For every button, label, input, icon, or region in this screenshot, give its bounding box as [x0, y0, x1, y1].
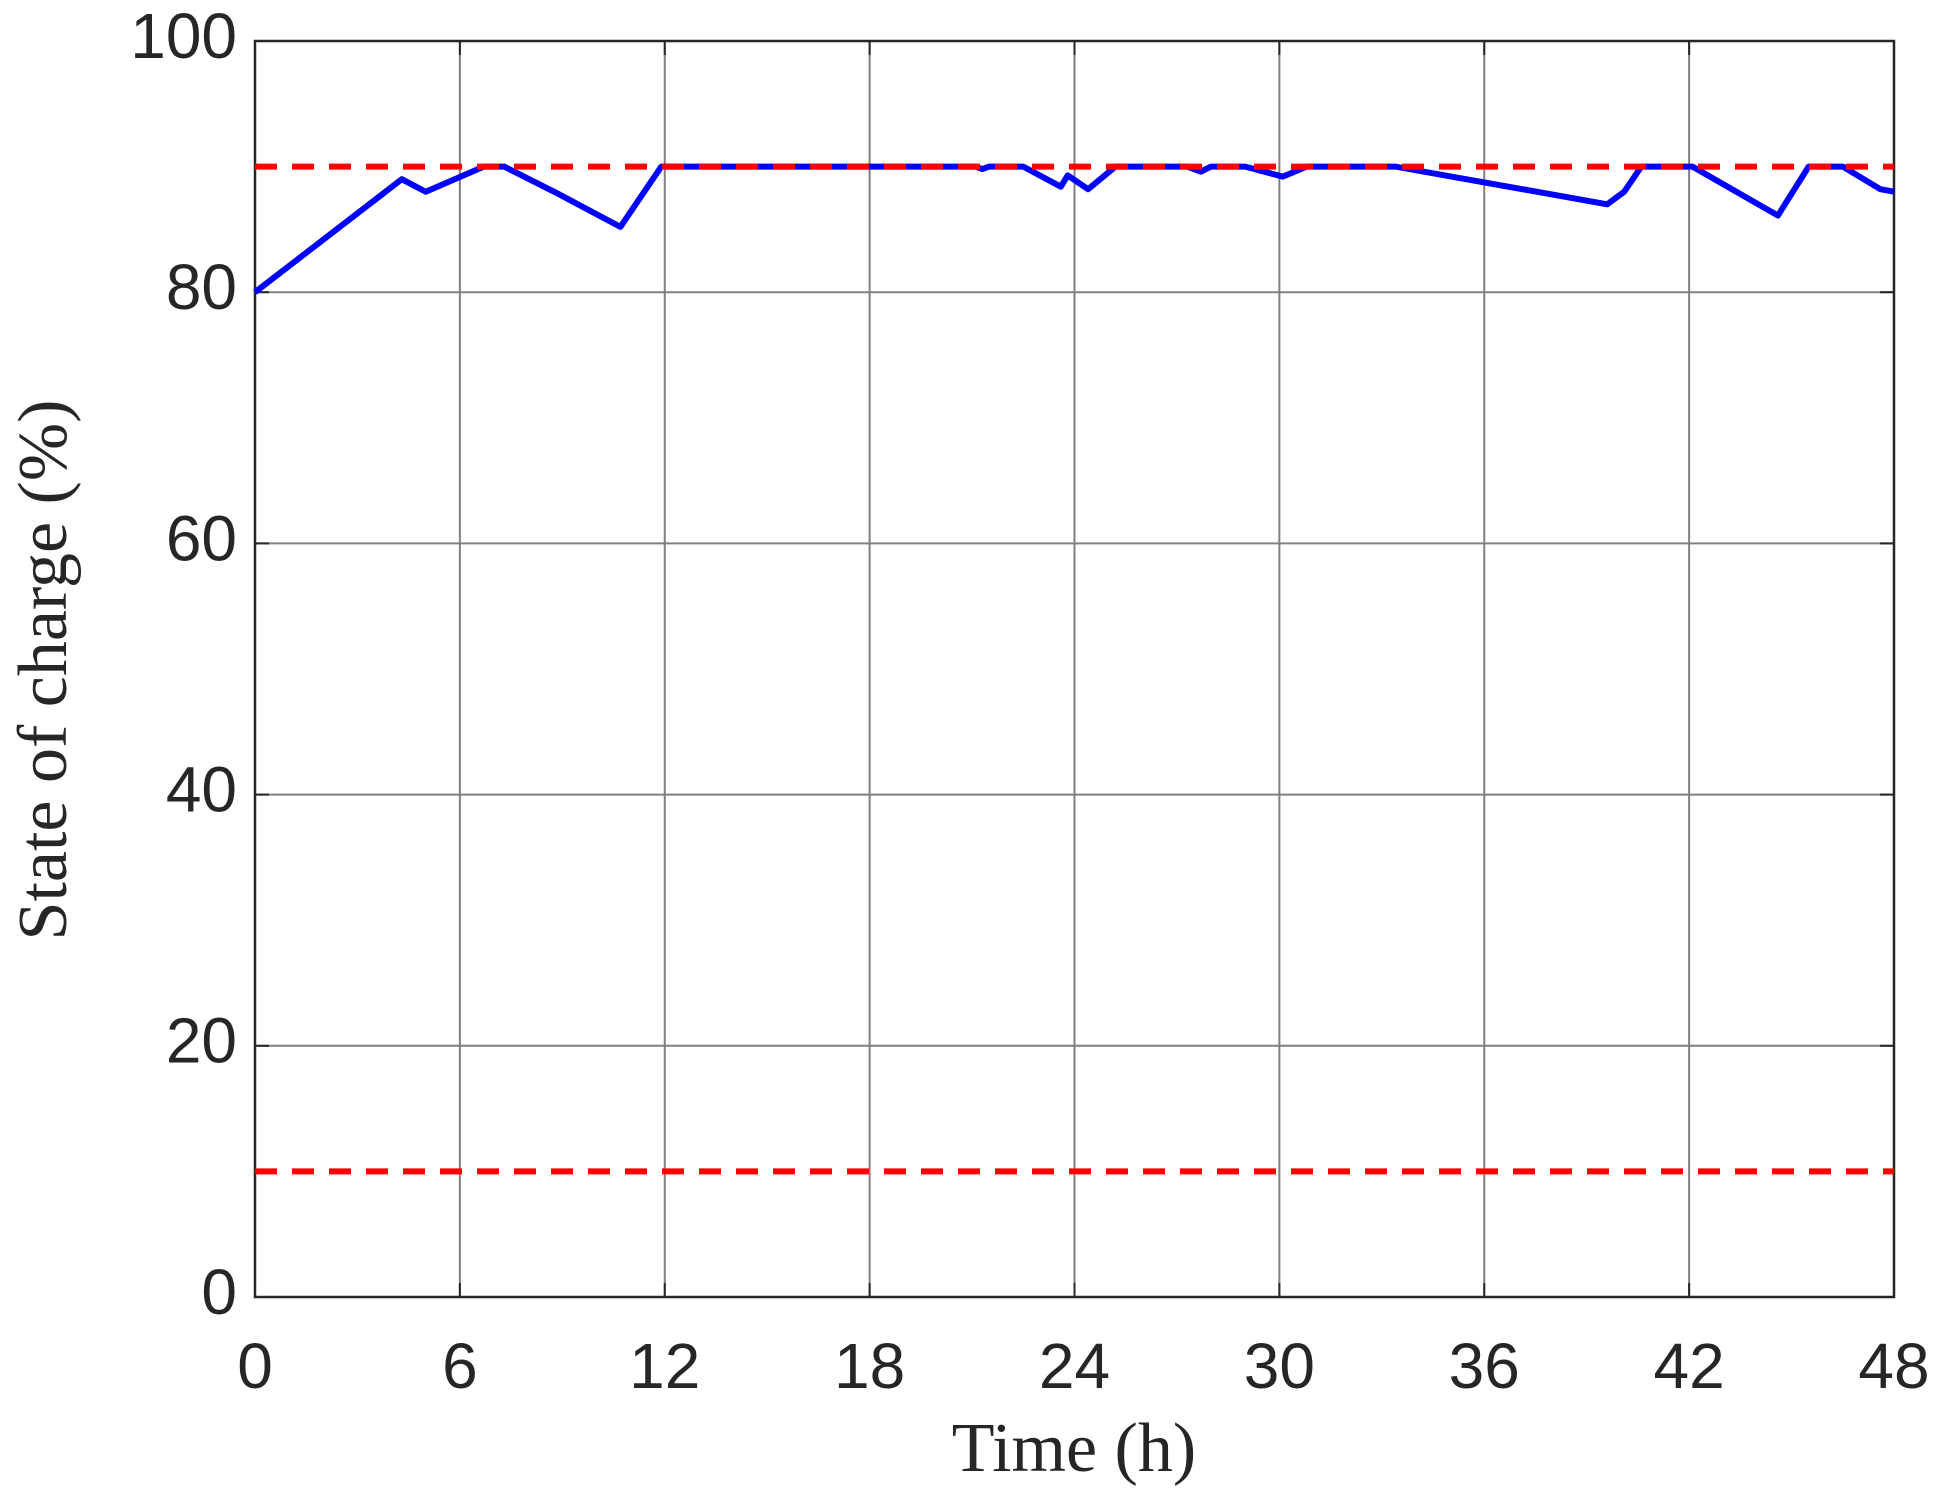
x-tick-label: 36 — [1449, 1330, 1520, 1402]
x-axis-label: Time (h) — [952, 1410, 1196, 1487]
x-tick-label: 48 — [1858, 1330, 1929, 1402]
y-tick-label: 40 — [166, 754, 237, 826]
y-tick-label: 0 — [201, 1256, 237, 1328]
x-tick-label: 12 — [629, 1330, 700, 1402]
plot-frame — [253, 39, 1896, 1299]
y-axis-label: State of charge (%) — [5, 400, 82, 941]
y-tick-label: 80 — [166, 251, 237, 323]
y-tick-label: 20 — [166, 1005, 237, 1077]
x-tick-label: 30 — [1244, 1330, 1315, 1402]
x-tick-label: 42 — [1654, 1330, 1725, 1402]
y-tick-label: 60 — [166, 502, 237, 574]
x-tick-label: 18 — [834, 1330, 905, 1402]
x-tick-label: 24 — [1039, 1330, 1110, 1402]
x-tick-label: 6 — [442, 1330, 478, 1402]
x-tick-label: 0 — [237, 1330, 273, 1402]
y-tick-label: 100 — [130, 0, 237, 72]
